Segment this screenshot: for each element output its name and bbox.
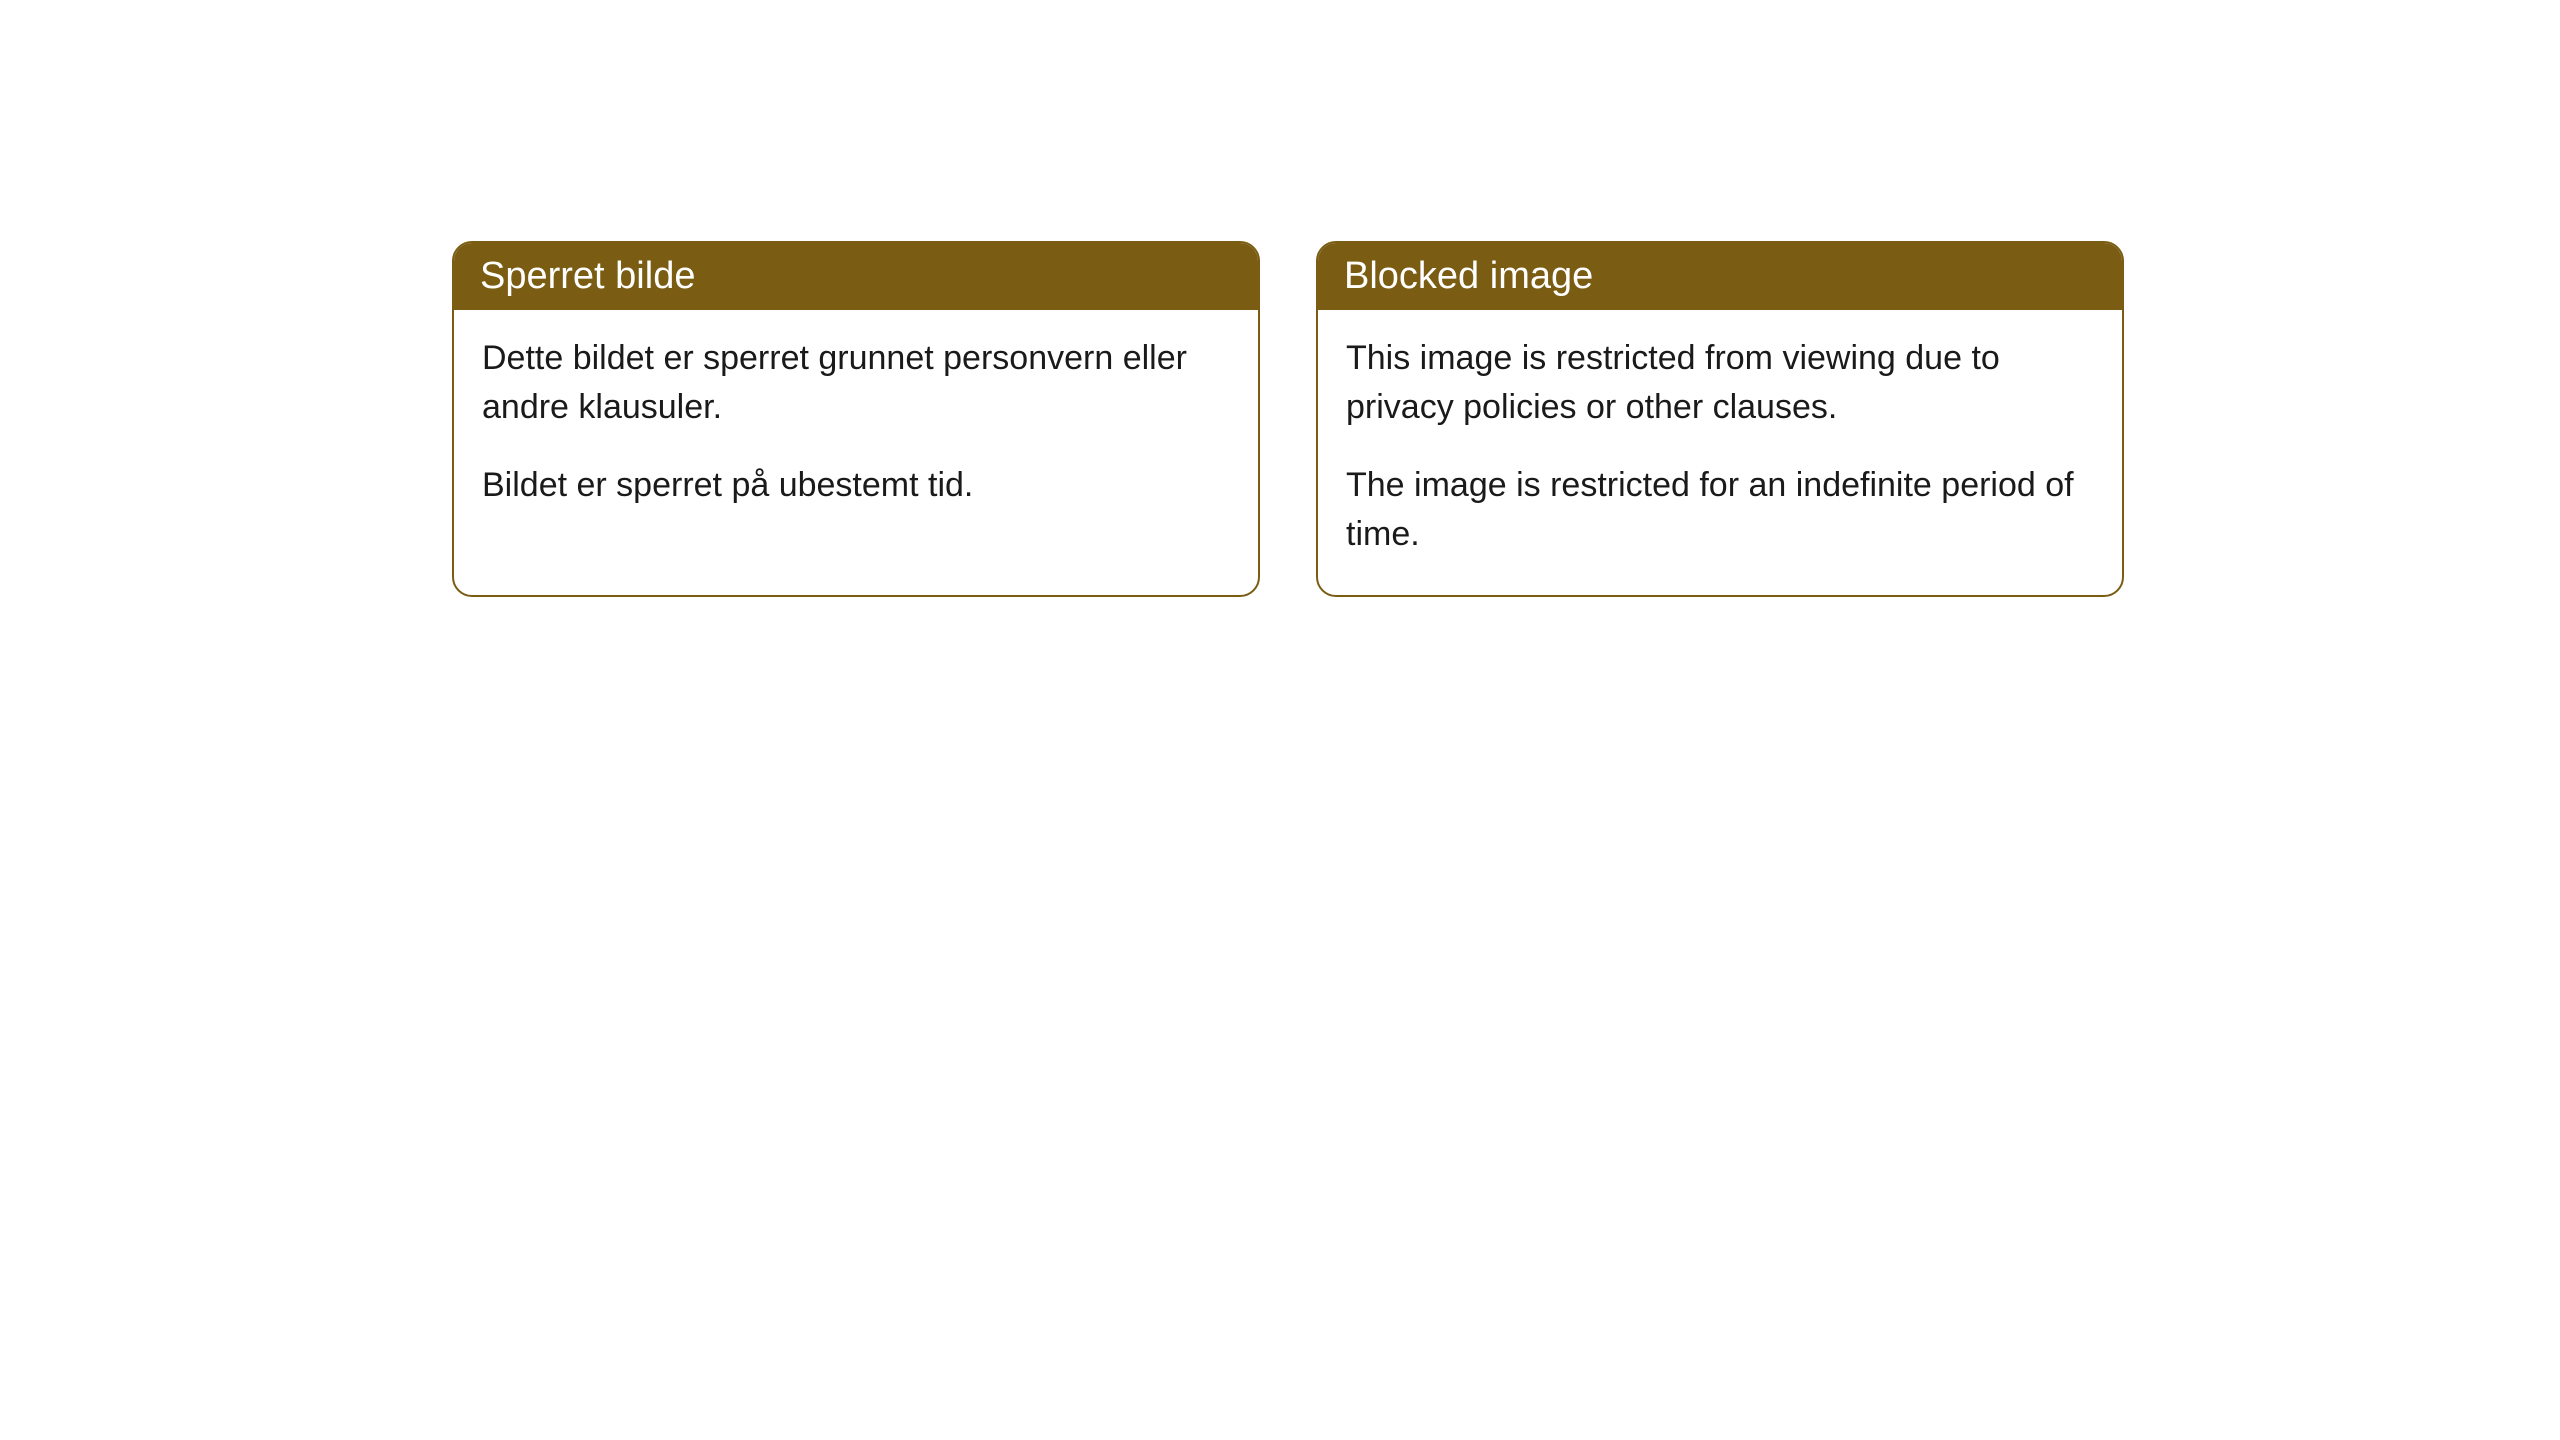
card-text-norwegian-p2: Bildet er sperret på ubestemt tid. (482, 461, 1230, 510)
card-english: Blocked image This image is restricted f… (1316, 241, 2124, 597)
card-body-norwegian: Dette bildet er sperret grunnet personve… (454, 310, 1258, 546)
card-header-english: Blocked image (1318, 243, 2122, 310)
card-norwegian: Sperret bilde Dette bildet er sperret gr… (452, 241, 1260, 597)
card-text-english-p2: The image is restricted for an indefinit… (1346, 461, 2094, 560)
cards-container: Sperret bilde Dette bildet er sperret gr… (0, 0, 2560, 597)
card-text-english-p1: This image is restricted from viewing du… (1346, 334, 2094, 433)
card-body-english: This image is restricted from viewing du… (1318, 310, 2122, 595)
card-header-norwegian: Sperret bilde (454, 243, 1258, 310)
card-text-norwegian-p1: Dette bildet er sperret grunnet personve… (482, 334, 1230, 433)
